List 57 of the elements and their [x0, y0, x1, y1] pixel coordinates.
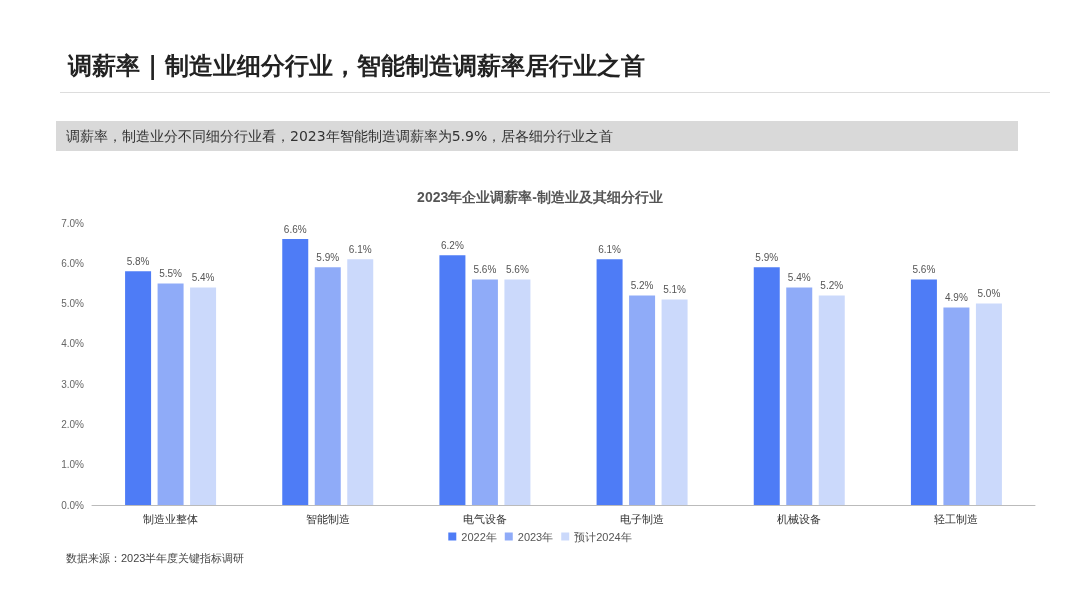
data-label: 6.2%: [441, 239, 464, 251]
chart-title: 调薪率 | 制造业细分行业，智能制造调薪率居行业之首: [68, 51, 646, 82]
y-tick-label: 2.0%: [61, 418, 85, 430]
bar: [910, 279, 937, 505]
data-label: 5.4%: [191, 271, 215, 283]
data-label: 6.1%: [598, 243, 622, 255]
bar: [661, 299, 688, 505]
legend-label: 预计2024年: [574, 530, 632, 543]
bar: [471, 279, 498, 505]
data-label: 5.6%: [473, 263, 497, 275]
data-label: 5.5%: [159, 267, 183, 279]
bar: [975, 303, 1002, 505]
bar: [786, 287, 813, 505]
bar: [125, 271, 152, 505]
text: 2023年企业调薪率-制造业及其细分行业: [417, 189, 663, 205]
x-tick-label: 轻工制造: [934, 512, 979, 525]
bar: [753, 267, 780, 505]
bar: [314, 267, 341, 505]
data-label: 5.9%: [316, 251, 340, 263]
x-tick-label: 智能制造: [305, 512, 350, 525]
data-label: 5.6%: [506, 263, 529, 275]
y-tick-label: 1.0%: [61, 459, 85, 471]
data-label: 5.6%: [912, 263, 936, 275]
y-tick-label: 7.0%: [61, 217, 85, 229]
data-label: 5.8%: [126, 255, 150, 267]
y-tick-label: 4.0%: [61, 338, 85, 350]
y-tick-label: 3.0%: [61, 378, 85, 390]
data-label: 5.2%: [630, 280, 654, 292]
data-label: 6.6%: [283, 223, 307, 235]
bar: [282, 239, 309, 505]
data-label: 5.2%: [820, 280, 844, 292]
data-label: 5.1%: [663, 284, 687, 296]
x-tick-label: 电子制造: [620, 512, 665, 525]
x-tick-label: 制造业整体: [143, 512, 199, 525]
bar: [504, 279, 531, 505]
bar: [629, 295, 656, 505]
chart-subtitle: 调薪率，制造业分不同细分行业看，2023年智能制造调薪率为5.9%，居各细分行业之首: [56, 121, 1018, 151]
y-tick-label: 0.0%: [61, 499, 85, 511]
bar: [439, 255, 466, 505]
data-label: 5.4%: [787, 271, 811, 283]
x-tick-label: 电气设备: [462, 512, 507, 525]
data-label: 5.0%: [977, 288, 1001, 300]
legend-label: 2023年: [517, 530, 554, 543]
bar: [818, 295, 845, 505]
bar: [596, 259, 623, 505]
data-label: 4.9%: [945, 292, 968, 304]
source-note: 数据来源：2023半年度关键指标调研: [66, 551, 245, 564]
bar: [190, 287, 217, 505]
legend-label: 2022年: [461, 530, 497, 543]
data-label: 6.1%: [348, 243, 372, 255]
bar: [157, 283, 184, 505]
x-tick-label: 机械设备: [777, 512, 822, 525]
bar: [943, 307, 970, 505]
data-label: 5.9%: [755, 251, 779, 263]
y-tick-label: 5.0%: [61, 298, 85, 310]
bar: [347, 259, 374, 505]
y-tick-label: 6.0%: [61, 257, 85, 269]
